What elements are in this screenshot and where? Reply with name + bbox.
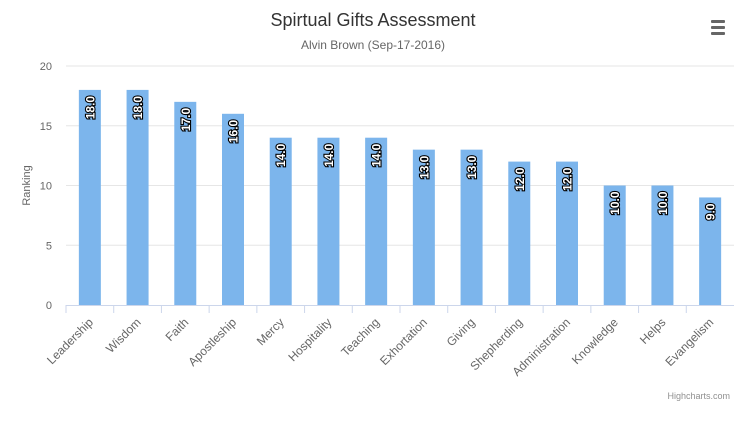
data-label: 12.0 (561, 167, 575, 191)
x-tick-label: Evangelism (663, 315, 717, 369)
bar (126, 89, 149, 306)
y-tick-label: 10 (40, 181, 52, 193)
bar (603, 185, 626, 305)
bar (460, 149, 483, 305)
data-label: 10.0 (608, 191, 622, 215)
bar (317, 137, 340, 305)
y-tick-label: 15 (40, 121, 52, 133)
data-label: 14.0 (322, 143, 336, 167)
x-tick-label: Apostleship (185, 315, 239, 369)
bar (699, 197, 722, 305)
x-tick-label: Knowledge (569, 315, 621, 367)
x-tick-label: Mercy (254, 315, 287, 348)
chart-subtitle: Alvin Brown (Sep-17-2016) (300, 38, 446, 52)
x-tick-label: Faith (163, 315, 192, 344)
x-tick-label: Hospitality (286, 315, 335, 364)
y-tick-label: 5 (46, 240, 52, 252)
bar (269, 137, 292, 305)
data-label: 10.0 (656, 191, 670, 215)
data-label: 14.0 (274, 143, 288, 167)
y-tick-label: 0 (46, 300, 52, 312)
data-label: 9.0 (704, 203, 718, 220)
data-label: 16.0 (227, 119, 241, 143)
data-label: 17.0 (179, 108, 193, 132)
credits-link[interactable]: Highcharts.com (667, 391, 730, 401)
bar (412, 149, 435, 305)
x-tick-label: Exhortation (377, 315, 430, 368)
bar (78, 89, 101, 306)
bar (508, 161, 531, 305)
x-tick-label: Giving (444, 315, 478, 349)
x-tick-label: Leadership (44, 315, 96, 367)
data-label: 18.0 (83, 96, 97, 120)
x-tick-label: Helps (637, 315, 669, 347)
data-label: 13.0 (417, 155, 431, 179)
hamburger-menu-icon[interactable] (706, 16, 730, 38)
bar (556, 161, 578, 305)
y-tick-label: 20 (40, 61, 52, 73)
x-tick-label: Wisdom (103, 315, 144, 356)
bar (365, 137, 388, 305)
data-label: 18.0 (131, 96, 145, 120)
y-axis-title: Ranking (21, 165, 33, 205)
data-label: 13.0 (465, 155, 479, 179)
bar (222, 113, 244, 305)
chart-title: Spirtual Gifts Assessment (270, 10, 476, 30)
data-label: 12.0 (513, 167, 527, 191)
data-label: 14.0 (370, 143, 384, 167)
bar (651, 185, 674, 305)
x-tick-label: Teaching (338, 315, 382, 359)
bar (174, 101, 197, 305)
